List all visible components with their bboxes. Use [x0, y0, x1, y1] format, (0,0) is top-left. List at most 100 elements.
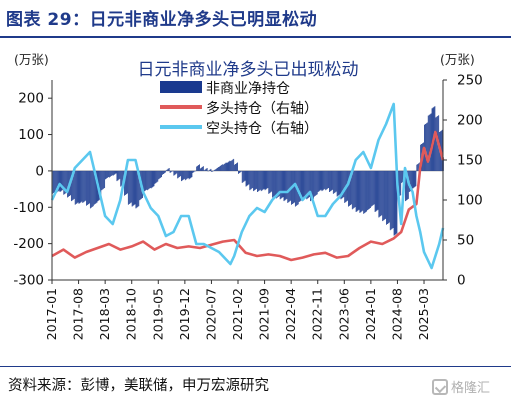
net-position-bar [71, 170, 73, 201]
net-position-bar [313, 170, 315, 197]
net-position-bar [84, 170, 86, 202]
net-position-bar [170, 170, 172, 173]
net-position-bar [87, 170, 88, 205]
net-position-bar [193, 170, 195, 173]
net-position-bar [120, 170, 122, 187]
net-position-bar [278, 170, 280, 197]
net-position-bar [113, 170, 115, 175]
net-position-bar [356, 170, 358, 212]
net-position-bar [383, 170, 385, 221]
net-position-bar [215, 169, 217, 171]
net-position-bar [53, 170, 55, 193]
net-position-bar [271, 170, 273, 192]
net-position-bar [424, 124, 426, 171]
net-position-bar [326, 170, 328, 190]
net-position-bar [430, 113, 432, 171]
net-position-bar [148, 170, 150, 189]
right-tick-label: 150 [457, 153, 483, 169]
net-position-bar [181, 170, 182, 182]
left-tick-label: -300 [13, 273, 44, 289]
net-position-bar [359, 170, 361, 213]
net-position-bar [270, 170, 272, 193]
net-position-bar [303, 170, 305, 197]
net-position-bar [362, 170, 364, 211]
net-position-bar [137, 170, 139, 207]
net-position-bar [261, 170, 263, 191]
net-position-bar [54, 170, 56, 192]
net-position-bar [351, 170, 353, 210]
net-position-bar [336, 170, 338, 197]
x-tick-label: 2019-12 [177, 288, 192, 340]
net-position-bar [138, 170, 140, 207]
net-position-bar [81, 170, 83, 202]
net-position-bar [377, 170, 379, 210]
net-position-bar [150, 170, 152, 189]
net-position-bar [260, 170, 262, 192]
net-position-bar [341, 170, 343, 199]
net-position-bar [372, 170, 374, 206]
net-position-bar [135, 170, 137, 209]
right-tick-label: 50 [457, 233, 474, 249]
chart-title: 日元非商业净多头已出现松动 [138, 60, 359, 80]
net-position-bar [76, 170, 78, 204]
net-position-bar [349, 170, 351, 206]
net-position-bar [409, 170, 411, 192]
left-tick-label: 100 [18, 127, 44, 143]
net-position-bar [328, 170, 330, 188]
left-tick-label: -100 [13, 200, 44, 216]
net-position-bar [73, 170, 75, 199]
net-position-bar [365, 170, 367, 213]
net-position-bar [309, 170, 311, 198]
net-position-bar [335, 170, 337, 192]
net-position-bar [200, 167, 202, 171]
net-position-bar [363, 170, 365, 214]
net-position-bar [207, 170, 209, 172]
net-position-bar [320, 170, 322, 190]
net-position-bar [415, 170, 417, 187]
net-position-bar [398, 170, 400, 197]
net-position-bar [208, 170, 210, 171]
net-position-bar [241, 170, 243, 183]
net-position-bar [211, 170, 213, 172]
net-position-bar [322, 170, 324, 191]
net-position-bar [259, 170, 261, 190]
net-position-bar [330, 170, 331, 192]
net-position-bar [368, 170, 370, 209]
net-position-bar [66, 170, 68, 193]
net-position-bar [242, 170, 244, 183]
net-position-bar [179, 170, 181, 177]
net-position-bar [185, 170, 187, 180]
net-position-bar [248, 170, 250, 185]
net-position-bar [202, 166, 204, 171]
net-position-bar [373, 170, 375, 205]
net-position-bar [232, 159, 234, 171]
net-position-bar [402, 170, 404, 183]
net-position-bar [264, 170, 266, 191]
net-position-bar [239, 170, 241, 173]
net-position-bar [112, 170, 114, 176]
net-position-bar [245, 170, 247, 187]
net-position-bar [190, 170, 192, 178]
net-position-bar [238, 170, 239, 174]
x-tick-label: 2021-09 [257, 288, 272, 340]
net-position-bar [162, 170, 163, 175]
net-position-bar [74, 170, 76, 205]
net-position-bar [342, 170, 344, 198]
net-position-bar [238, 170, 240, 174]
source-rule [0, 366, 511, 367]
net-position-bar [67, 170, 69, 198]
net-position-bar [126, 170, 127, 195]
net-position-bar [378, 170, 380, 218]
net-position-bar [228, 161, 230, 171]
net-position-bar [216, 168, 218, 171]
net-position-bar [72, 170, 74, 200]
net-position-bar [106, 170, 107, 179]
net-position-bar [318, 170, 320, 192]
net-position-bar [426, 122, 428, 171]
net-position-bar [331, 170, 332, 191]
watermark-logo-icon [432, 378, 448, 395]
net-position-bar [348, 170, 349, 207]
net-position-bar [316, 170, 318, 195]
net-position-bar [417, 164, 419, 171]
